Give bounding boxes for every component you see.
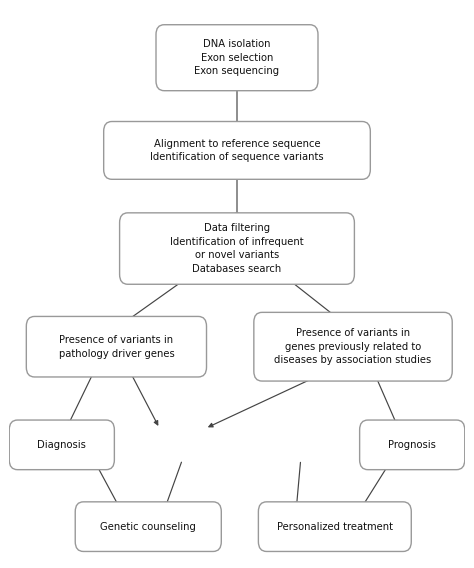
FancyBboxPatch shape: [360, 420, 465, 470]
Text: Presence of variants in
genes previously related to
diseases by association stud: Presence of variants in genes previously…: [274, 328, 432, 365]
Text: Diagnosis: Diagnosis: [37, 440, 86, 450]
Text: Data filtering
Identification of infrequent
or novel variants
Databases search: Data filtering Identification of infrequ…: [170, 223, 304, 274]
Text: Personalized treatment: Personalized treatment: [277, 521, 393, 532]
Text: Prognosis: Prognosis: [388, 440, 436, 450]
FancyBboxPatch shape: [156, 25, 318, 91]
Text: Alignment to reference sequence
Identification of sequence variants: Alignment to reference sequence Identifi…: [150, 139, 324, 162]
Text: DNA isolation
Exon selection
Exon sequencing: DNA isolation Exon selection Exon sequen…: [194, 39, 280, 76]
Text: Presence of variants in
pathology driver genes: Presence of variants in pathology driver…: [59, 335, 174, 358]
FancyBboxPatch shape: [258, 502, 411, 552]
FancyBboxPatch shape: [75, 502, 221, 552]
Text: Genetic counseling: Genetic counseling: [100, 521, 196, 532]
FancyBboxPatch shape: [119, 213, 355, 284]
FancyBboxPatch shape: [104, 122, 370, 179]
FancyBboxPatch shape: [254, 312, 452, 381]
FancyBboxPatch shape: [27, 316, 207, 377]
FancyBboxPatch shape: [9, 420, 114, 470]
